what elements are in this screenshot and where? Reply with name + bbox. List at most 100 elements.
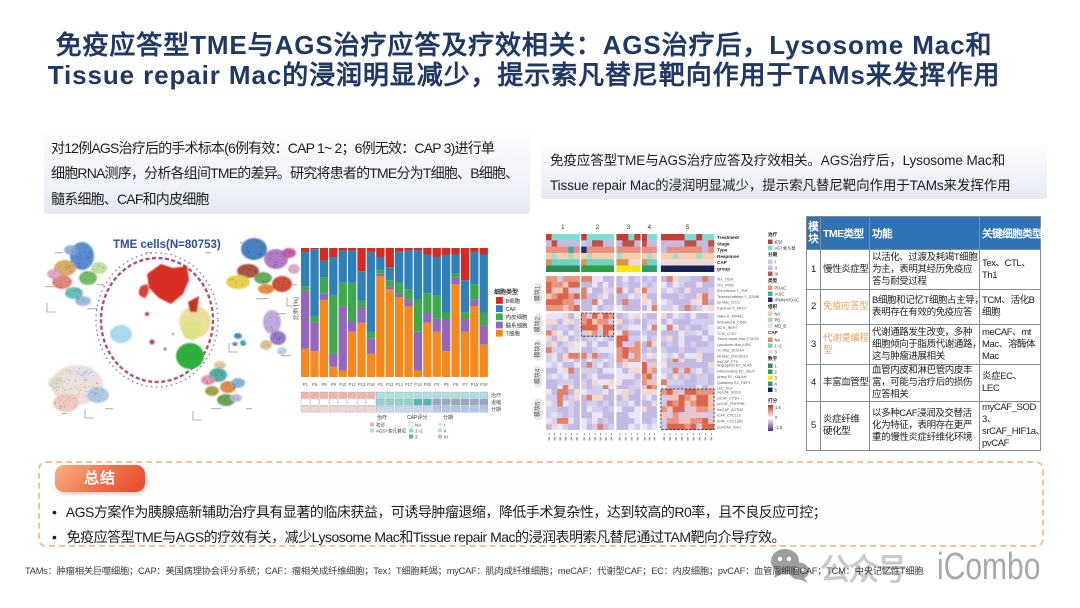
svg-text:NA: NA [775, 312, 781, 317]
svg-text:P18: P18 [414, 382, 422, 387]
svg-text:治疗: 治疗 [491, 392, 501, 399]
svg-text:Terminal effector T_GZMB: Terminal effector T_GZMB [717, 295, 760, 299]
svg-text:CAF: CAF [506, 307, 518, 313]
svg-text:P5: P5 [444, 382, 450, 387]
svg-text:IPMN+PDAC: IPMN+PDAC [775, 298, 800, 303]
svg-text:Inflammatory EC_SELP: Inflammatory EC_SELP [717, 369, 756, 373]
svg-text:P20: P20 [424, 382, 432, 387]
svg-text:P3: P3 [434, 382, 440, 387]
svg-text:Cytotoxic T_NKG7: Cytotoxic T_NKG7 [717, 307, 747, 311]
svg-text:-1.5: -1.5 [775, 425, 783, 430]
svg-text:NA: NA [775, 338, 781, 343]
svg-text:初诊: 初诊 [376, 422, 385, 429]
svg-text:Activated B_CD69: Activated B_CD69 [717, 320, 746, 324]
svg-text:tCAF_COL13A1: tCAF_COL13A1 [717, 420, 743, 424]
svg-text:P9: P9 [331, 382, 337, 387]
svg-text:myCAF_SOD3: myCAF_SOD3 [717, 391, 741, 395]
svg-text:Tex_TIGIT: Tex_TIGIT [717, 278, 735, 282]
svg-text:psmCAF_IGF1: psmCAF_IGF1 [717, 425, 741, 429]
svg-text:分期: 分期 [491, 406, 501, 413]
svg-text:类型: 类型 [768, 277, 778, 284]
svg-text:内皮细胞: 内皮细胞 [506, 313, 529, 321]
svg-text:1~2: 1~2 [415, 429, 423, 434]
svg-text:Type: Type [717, 248, 728, 253]
svg-text:II: II [775, 266, 777, 271]
svg-text:II: II [444, 429, 447, 434]
svg-text:TC Mac_DOCK4: TC Mac_DOCK4 [717, 349, 744, 353]
svg-text:1.5: 1.5 [775, 405, 781, 410]
svg-text:pvCAF_PGF/PRL: pvCAF_PGF/PRL [717, 402, 745, 406]
svg-text:2: 2 [596, 224, 600, 231]
svg-text:2: 2 [775, 370, 778, 375]
svg-text:AG+索凡替: AG+索凡替 [775, 245, 797, 252]
svg-text:P6: P6 [453, 382, 459, 387]
svg-text:细胞类型: 细胞类型 [494, 288, 518, 296]
svg-text:模块1: 模块1 [534, 285, 542, 301]
svg-text:PB: PB [775, 318, 781, 323]
svg-text:3: 3 [415, 435, 418, 440]
svg-text:髓系细胞: 髓系细胞 [506, 321, 529, 329]
svg-text:Quiescent EC_REPT: Quiescent EC_REPT [717, 381, 752, 385]
svg-text:T细胞: T细胞 [506, 330, 521, 338]
svg-text:1~2: 1~2 [775, 344, 783, 349]
svg-text:MD_B: MD_B [775, 324, 787, 329]
svg-text:3: 3 [775, 350, 778, 355]
svg-text:1: 1 [561, 224, 565, 231]
svg-text:P19: P19 [480, 382, 488, 387]
svg-text:P5: P5 [312, 382, 318, 387]
svg-text:P13: P13 [358, 382, 366, 387]
svg-text:iCAF_CXCL13: iCAF_CXCL13 [717, 414, 741, 418]
svg-text:模块3: 模块3 [534, 342, 542, 358]
svg-text:IASC: IASC [775, 292, 785, 297]
svg-text:分期: 分期 [768, 251, 778, 258]
svg-text:Angiogenic EC_SLA5: Angiogenic EC_SLA5 [717, 364, 752, 368]
svg-text:CAP: CAP [717, 260, 727, 265]
svg-text:数字: 数字 [768, 355, 778, 362]
svg-text:Naive B_MS4A1: Naive B_MS4A1 [717, 315, 743, 319]
svg-text:I: I [444, 423, 445, 428]
svg-text:PDAC: PDAC [775, 286, 787, 291]
svg-text:P10: P10 [339, 382, 347, 387]
svg-text:Treatment: Treatment [717, 235, 739, 240]
svg-text:Tissue repair Mac_FOLR2: Tissue repair Mac_FOLR2 [717, 337, 759, 341]
svg-text:模块4: 模块4 [534, 368, 542, 384]
svg-text:P11: P11 [349, 382, 357, 387]
svg-text:CAP评分: CAP评分 [407, 414, 427, 421]
svg-text:Stage: Stage [717, 241, 730, 246]
svg-text:比例 (%): 比例 (%) [293, 297, 300, 320]
svg-text:III: III [444, 435, 448, 440]
svg-text:P8: P8 [321, 382, 327, 387]
svg-text:P15: P15 [471, 382, 479, 387]
svg-text:Artery EC_KALAM: Artery EC_KALAM [717, 375, 747, 379]
svg-text:III: III [775, 272, 779, 277]
svg-text:打分: 打分 [768, 397, 778, 404]
svg-text:Th1_IFNG: Th1_IFNG [717, 283, 734, 287]
svg-text:meCAF_ACTN2: meCAF_ACTN2 [717, 408, 743, 412]
svg-text:P7: P7 [462, 382, 468, 387]
svg-text:ep Mac_CD1C: ep Mac_CD1C [717, 301, 741, 305]
svg-text:P16: P16 [367, 382, 375, 387]
svg-text:5: 5 [686, 224, 690, 231]
svg-text:4: 4 [775, 382, 778, 387]
svg-text:TME cells(N=80753): TME cells(N=80753) [113, 239, 221, 251]
svg-text:1: 1 [775, 364, 778, 369]
svg-text:B细胞: B细胞 [506, 297, 521, 305]
svg-text:治疗: 治疗 [377, 414, 387, 421]
svg-text:0: 0 [775, 415, 778, 420]
svg-text:LEC_PLF: LEC_PLF [717, 387, 733, 391]
svg-text:3: 3 [627, 224, 631, 231]
svg-text:4: 4 [647, 224, 651, 231]
svg-text:初诊: 初诊 [775, 239, 784, 246]
svg-text:3: 3 [775, 376, 778, 381]
svg-text:group: group [717, 267, 730, 272]
svg-text:P17: P17 [405, 382, 413, 387]
svg-text:5: 5 [775, 388, 778, 393]
svg-text:Lysosome Mac_LIPA: Lysosome Mac_LIPA [717, 343, 751, 347]
svg-text:NA: NA [415, 423, 421, 428]
svg-text:I: I [775, 260, 776, 265]
svg-text:meCAF_PTX: meCAF_PTX [717, 360, 739, 364]
svg-text:模块5: 模块5 [534, 401, 542, 417]
svg-text:P1: P1 [303, 382, 309, 387]
svg-text:TCM_CCR7: TCM_CCR7 [717, 332, 737, 336]
svg-text:Response: Response [717, 254, 739, 259]
